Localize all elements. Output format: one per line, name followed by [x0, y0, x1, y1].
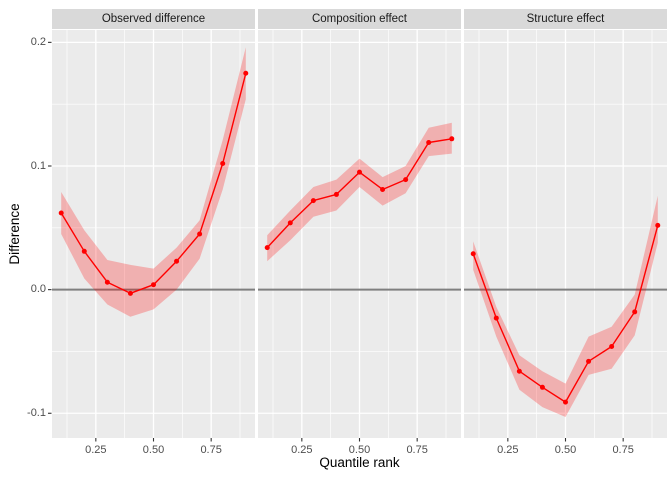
y-tick-label: 0.1 [30, 159, 46, 172]
data-point [174, 258, 180, 264]
x-tick-label: 0.25 [497, 443, 519, 456]
x-tick-label: 0.75 [200, 443, 222, 456]
data-point [127, 290, 133, 296]
facet-strip-structure-effect: Structure effect [464, 9, 667, 29]
data-point [380, 186, 386, 192]
confidence-ribbon [267, 122, 452, 262]
data-point [287, 220, 293, 226]
data-point [586, 358, 592, 364]
data-point [539, 384, 545, 390]
x-tick-label: 0.50 [554, 443, 577, 456]
y-tick-label: 0.2 [30, 35, 46, 48]
data-point [563, 399, 568, 405]
facet-panel [52, 30, 255, 442]
data-point [243, 70, 249, 76]
data-point [357, 169, 362, 175]
facet-panel [258, 30, 461, 442]
data-point [58, 210, 64, 216]
data-point [104, 279, 110, 285]
data-point [81, 248, 87, 254]
facet-strip-observed-difference: Observed difference [52, 9, 255, 29]
data-point [632, 309, 638, 315]
y-tick-label: 0.0 [30, 283, 46, 296]
facet-strip-label: Observed difference [101, 13, 206, 25]
facet-strip-label: Composition effect [311, 13, 408, 25]
data-point [333, 191, 339, 197]
data-point [220, 161, 226, 167]
data-point [151, 282, 156, 288]
confidence-ribbon [61, 47, 246, 317]
facet-panel [464, 30, 667, 442]
facet-strip-label: Structure effect [526, 13, 605, 25]
data-point [264, 245, 270, 251]
data-point [516, 368, 522, 374]
x-tick-label: 0.50 [348, 443, 371, 456]
x-tick-label: 0.75 [612, 443, 634, 456]
facet-strip-composition-effect: Composition effect [258, 9, 461, 29]
x-axis-title: Quantile rank [319, 455, 400, 470]
data-point [655, 222, 661, 228]
confidence-ribbon [473, 195, 658, 417]
x-tick-label: 0.25 [85, 443, 107, 456]
data-point [197, 231, 203, 237]
x-tick-label: 0.25 [291, 443, 313, 456]
data-point [493, 315, 499, 321]
y-tick-label: -0.1 [27, 406, 46, 419]
x-tick-label: 0.75 [406, 443, 428, 456]
data-point [310, 198, 316, 204]
data-point [449, 136, 455, 142]
data-point [470, 251, 476, 257]
y-axis-title: Difference [7, 203, 22, 265]
x-tick-label: 0.50 [142, 443, 165, 456]
data-point [426, 140, 432, 146]
data-point [609, 344, 615, 350]
data-point [403, 177, 409, 183]
